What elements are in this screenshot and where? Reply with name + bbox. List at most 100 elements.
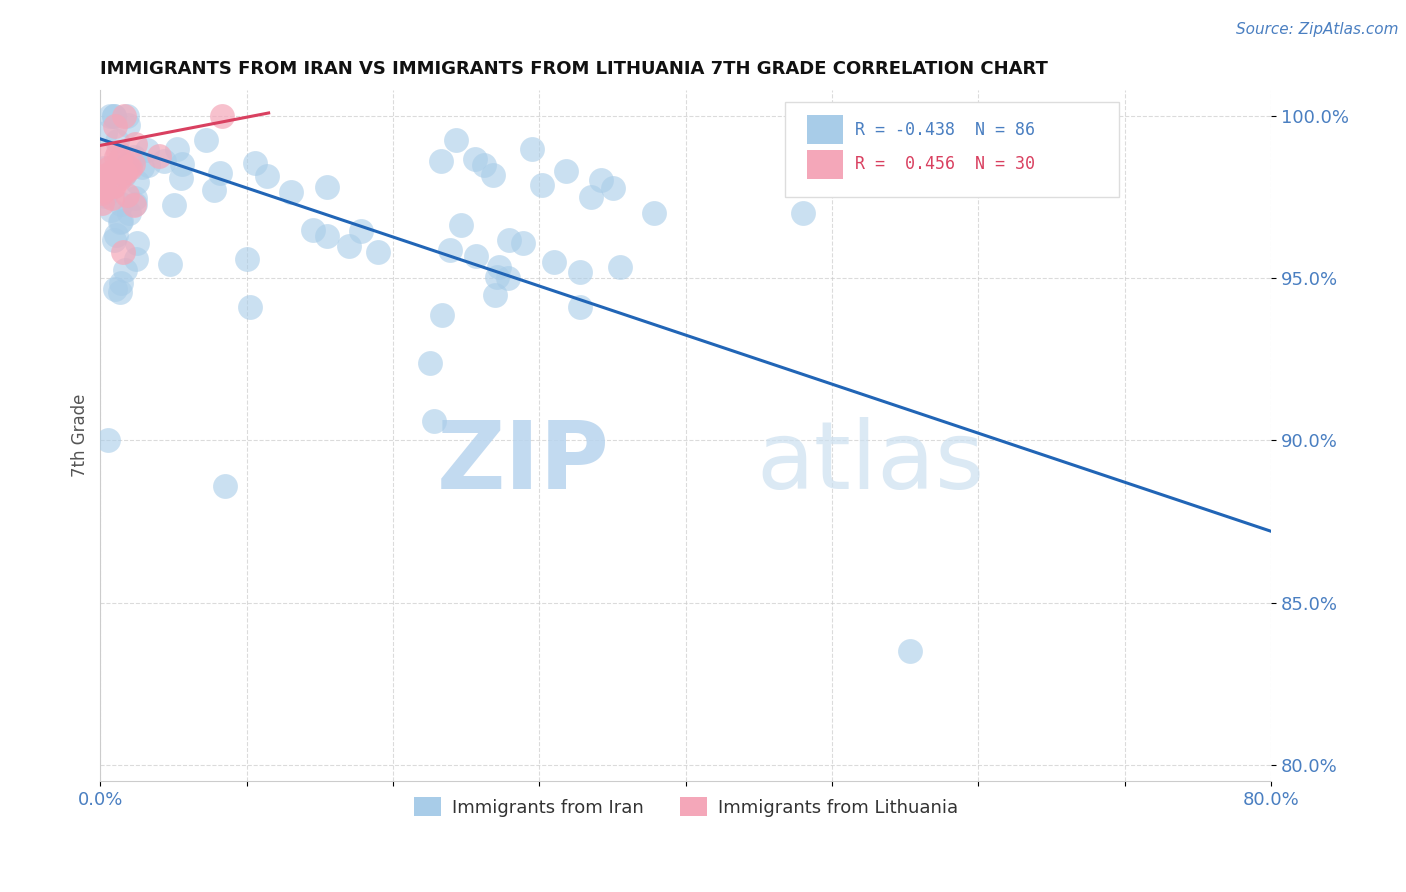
Point	[108, 215, 131, 229]
Point	[117, 119, 139, 133]
Point	[90, 195, 112, 210]
Point	[103, 233, 125, 247]
Point	[91, 179, 114, 194]
Point	[423, 414, 446, 428]
Point	[114, 168, 136, 182]
Point	[484, 287, 506, 301]
FancyBboxPatch shape	[785, 102, 1119, 197]
Point	[105, 150, 128, 164]
Point	[104, 120, 127, 134]
Point	[110, 151, 132, 165]
Point	[108, 153, 131, 168]
Point	[512, 236, 534, 251]
Text: R = -0.438  N = 86: R = -0.438 N = 86	[855, 120, 1035, 138]
Point	[481, 168, 503, 182]
Point	[450, 218, 472, 232]
Text: ZIP: ZIP	[437, 417, 610, 509]
Point	[170, 170, 193, 185]
Point	[569, 265, 592, 279]
Point	[166, 142, 188, 156]
Point	[124, 197, 146, 211]
Point	[120, 161, 142, 176]
Text: atlas: atlas	[756, 417, 984, 509]
Point	[115, 109, 138, 123]
Point	[543, 255, 565, 269]
Point	[498, 233, 520, 247]
Point	[115, 188, 138, 202]
Point	[316, 229, 339, 244]
Point	[350, 224, 373, 238]
Point	[94, 148, 117, 162]
Point	[159, 257, 181, 271]
Point	[97, 161, 120, 176]
Point	[643, 206, 665, 220]
Point	[163, 198, 186, 212]
Point	[239, 300, 262, 314]
Point	[432, 308, 454, 322]
Point	[419, 356, 441, 370]
Point	[465, 249, 488, 263]
Point	[202, 183, 225, 197]
Point	[97, 434, 120, 448]
Point	[131, 160, 153, 174]
Point	[105, 134, 128, 148]
Text: Source: ZipAtlas.com: Source: ZipAtlas.com	[1236, 22, 1399, 37]
Point	[114, 263, 136, 277]
Point	[194, 133, 217, 147]
Point	[90, 171, 112, 186]
Point	[122, 150, 145, 164]
Point	[569, 300, 592, 314]
Point	[101, 178, 124, 193]
Point	[125, 175, 148, 189]
Point	[520, 142, 543, 156]
Point	[301, 223, 323, 237]
Point	[108, 172, 131, 186]
Point	[90, 186, 112, 200]
Point	[256, 169, 278, 183]
Point	[280, 186, 302, 200]
Point	[94, 127, 117, 141]
Point	[90, 169, 112, 183]
Point	[136, 158, 159, 172]
Point	[472, 158, 495, 172]
Point	[245, 156, 267, 170]
Y-axis label: 7th Grade: 7th Grade	[72, 394, 89, 477]
Point	[579, 190, 602, 204]
Point	[214, 479, 236, 493]
Point	[367, 245, 389, 260]
Point	[101, 191, 124, 205]
Legend: Immigrants from Iran, Immigrants from Lithuania: Immigrants from Iran, Immigrants from Li…	[406, 790, 965, 824]
Point	[464, 153, 486, 167]
Point	[208, 166, 231, 180]
Point	[104, 282, 127, 296]
Point	[115, 160, 138, 174]
Point	[118, 206, 141, 220]
Point	[337, 239, 360, 253]
Text: IMMIGRANTS FROM IRAN VS IMMIGRANTS FROM LITHUANIA 7TH GRADE CORRELATION CHART: IMMIGRANTS FROM IRAN VS IMMIGRANTS FROM …	[100, 60, 1049, 78]
Point	[602, 180, 624, 194]
Point	[112, 109, 135, 123]
Point	[110, 197, 132, 211]
Point	[124, 198, 146, 212]
Point	[898, 644, 921, 658]
Text: R =  0.456  N = 30: R = 0.456 N = 30	[855, 155, 1035, 173]
Point	[488, 260, 510, 274]
Point	[446, 133, 468, 147]
Point	[110, 214, 132, 228]
Point	[591, 173, 613, 187]
FancyBboxPatch shape	[807, 150, 842, 178]
Point	[485, 269, 508, 284]
Point	[316, 179, 339, 194]
Point	[127, 236, 149, 251]
Point	[108, 285, 131, 300]
Point	[94, 169, 117, 184]
Point	[103, 179, 125, 194]
Point	[100, 202, 122, 217]
Point	[100, 165, 122, 179]
Point	[136, 143, 159, 157]
Point	[107, 145, 129, 160]
Point	[111, 245, 134, 260]
Point	[609, 260, 631, 274]
Point	[91, 183, 114, 197]
Point	[211, 109, 233, 123]
